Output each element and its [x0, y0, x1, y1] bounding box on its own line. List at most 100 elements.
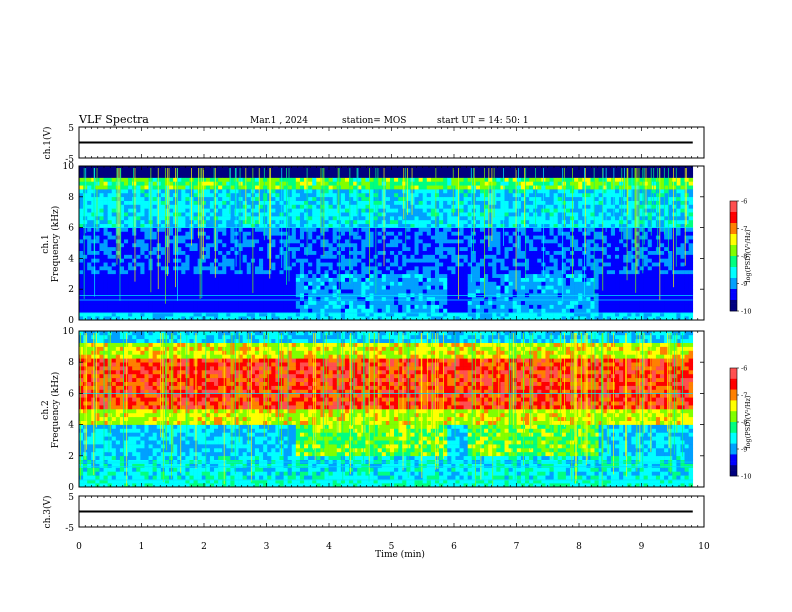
- spectrogram-cell: [361, 289, 366, 294]
- spectrogram-cell: [275, 300, 280, 305]
- spectrogram-cell: [156, 189, 162, 194]
- spectrogram-cell: [332, 219, 338, 225]
- spectrogram-cell: [263, 173, 268, 178]
- spectrogram-cell: [426, 289, 432, 294]
- spectrogram-cell: [434, 196, 440, 201]
- spectrogram-cell: [430, 231, 436, 236]
- spectrogram-cell: [447, 250, 452, 255]
- spectrogram-cell: [504, 300, 509, 305]
- spectrogram-cell: [455, 192, 460, 198]
- spectrogram-cell: [426, 243, 432, 248]
- spectrogram-cell: [95, 296, 100, 302]
- spectrogram-cell: [332, 239, 338, 244]
- spectrogram-cell: [467, 235, 473, 240]
- spectrogram-cell: [332, 281, 338, 286]
- spectrogram-cell: [177, 204, 182, 209]
- spectrogram-cell: [512, 281, 518, 286]
- spectrogram-cell: [357, 285, 362, 290]
- spectrogram-cell: [205, 266, 211, 271]
- spectrogram-cell: [156, 166, 162, 171]
- spectrogram-cell: [406, 269, 411, 275]
- spectrogram-cell: [254, 243, 260, 248]
- spectrogram-cell: [504, 235, 509, 240]
- spectrogram-cell: [394, 216, 399, 221]
- spectrogram-cell: [439, 235, 444, 240]
- spectrogram-cell: [349, 227, 354, 232]
- spectrogram-cell: [529, 177, 534, 182]
- spectrogram-cell: [545, 223, 550, 228]
- spectrogram-cell: [406, 223, 411, 228]
- spectrogram-cell: [553, 289, 559, 294]
- spectrogram-cell: [87, 246, 92, 251]
- spectrogram-cell: [91, 231, 96, 236]
- spectrogram-cell: [136, 243, 141, 248]
- spectrogram-cell: [83, 312, 88, 317]
- spectrogram-cell: [312, 189, 317, 194]
- spectrogram-cell: [508, 235, 514, 240]
- spectrogram-cell: [422, 277, 428, 282]
- spectrogram-cell: [369, 173, 374, 178]
- spectrogram-cell: [99, 239, 104, 244]
- spectrogram-cell: [479, 308, 485, 313]
- spectrogram-cell: [488, 235, 493, 240]
- spectrogram-cell: [263, 277, 268, 282]
- spectrogram-cell: [250, 316, 256, 321]
- spectrogram-cell: [398, 231, 403, 236]
- spectrogram-cell: [152, 281, 158, 286]
- spectrogram-cell: [443, 216, 448, 221]
- spectrogram-cell: [496, 243, 501, 248]
- spectrogram-cell: [398, 246, 403, 251]
- spectrogram-cell: [87, 177, 92, 182]
- spectrogram-cell: [271, 169, 276, 174]
- spectrogram-cell: [492, 269, 497, 275]
- spectrogram-cell: [136, 235, 141, 240]
- spectrogram-cell: [79, 254, 84, 259]
- spectrogram-cell: [140, 243, 145, 248]
- spectrogram-cell: [259, 173, 264, 178]
- spectrogram-cell: [95, 258, 100, 263]
- spectrogram-cell: [230, 289, 235, 294]
- spectrogram-cell: [238, 308, 243, 313]
- spectrogram-cell: [394, 239, 399, 244]
- spectrogram-cell: [328, 169, 333, 174]
- spectrogram-cell: [545, 173, 550, 178]
- spectrogram-cell: [275, 312, 280, 317]
- spectrogram-cell: [344, 235, 350, 240]
- spectrogram-cell: [504, 273, 509, 278]
- spectrogram-cell: [365, 227, 370, 232]
- spectrogram-cell: [209, 266, 215, 271]
- spectrogram-cell: [451, 308, 456, 313]
- spectrogram-cell: [275, 216, 280, 221]
- spectrogram-cell: [357, 181, 362, 186]
- spectrogram-cell: [295, 254, 301, 259]
- spectrogram-cell: [394, 166, 399, 171]
- spectrogram-cell: [496, 316, 501, 321]
- spectrogram-cell: [516, 304, 522, 309]
- spectrogram-cell: [353, 243, 358, 248]
- spectrogram-cell: [340, 166, 346, 171]
- spectrogram-cell: [430, 169, 436, 174]
- spectrogram-cell: [242, 250, 248, 255]
- spectrogram-cell: [156, 196, 162, 201]
- spectrogram-cell: [389, 254, 395, 259]
- spectrogram-cell: [103, 316, 108, 321]
- spectrogram-cell: [242, 296, 248, 302]
- spectrogram-cell: [214, 246, 219, 251]
- spectrogram-cell: [144, 277, 149, 282]
- spectrogram-cell: [504, 189, 509, 194]
- spectrogram-cell: [357, 258, 362, 263]
- spectrogram-cell: [79, 185, 84, 190]
- spectrogram-cell: [389, 250, 395, 255]
- spectrogram-cell: [479, 192, 485, 198]
- spectrogram-cell: [177, 212, 182, 217]
- spectrogram-cell: [177, 246, 182, 251]
- spectrogram-cell: [308, 289, 313, 294]
- spectrogram-cell: [152, 273, 158, 278]
- spectrogram-cell: [238, 239, 243, 244]
- spectrogram-cell: [475, 216, 481, 221]
- spectrogram-cell: [344, 250, 350, 255]
- spectrogram-cell: [246, 204, 252, 209]
- spectrogram-cell: [218, 273, 223, 278]
- spectrogram-cell: [484, 285, 489, 290]
- spectrogram-cell: [365, 166, 370, 171]
